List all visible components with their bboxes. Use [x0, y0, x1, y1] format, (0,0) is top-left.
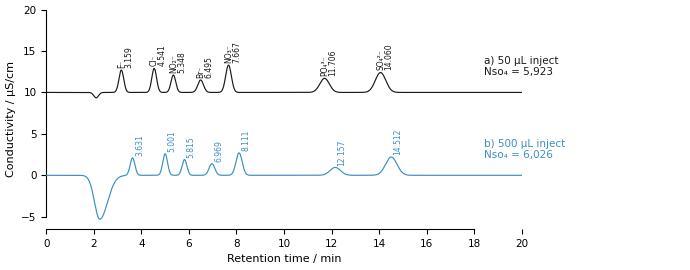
- Text: 5.348: 5.348: [177, 51, 186, 73]
- Text: 6.495: 6.495: [204, 56, 213, 78]
- Text: 11.706: 11.706: [328, 50, 337, 76]
- Text: F⁻: F⁻: [117, 59, 126, 68]
- Text: 6.969: 6.969: [215, 140, 224, 162]
- Text: NO₃⁻: NO₃⁻: [224, 44, 233, 63]
- Text: Cl⁻: Cl⁻: [150, 55, 159, 66]
- Text: 3.631: 3.631: [135, 134, 144, 156]
- Text: Nso₄ = 6,026: Nso₄ = 6,026: [484, 150, 553, 160]
- Text: b) 500 μL inject: b) 500 μL inject: [484, 139, 565, 149]
- Text: 4.541: 4.541: [158, 45, 167, 66]
- Text: a) 50 μL inject: a) 50 μL inject: [484, 56, 558, 66]
- Text: Nso₄ = 5,923: Nso₄ = 5,923: [484, 67, 553, 77]
- Text: Br⁻: Br⁻: [196, 65, 205, 77]
- Text: NO₂⁻: NO₂⁻: [169, 54, 178, 73]
- X-axis label: Retention time / min: Retention time / min: [227, 254, 342, 264]
- Text: 3.159: 3.159: [125, 46, 134, 68]
- Text: PO₄³⁻: PO₄³⁻: [320, 55, 329, 76]
- Text: 12.157: 12.157: [337, 139, 346, 166]
- Y-axis label: Conductivity / μS/cm: Conductivity / μS/cm: [6, 61, 16, 177]
- Text: 14.512: 14.512: [394, 129, 403, 156]
- Text: 7.667: 7.667: [232, 41, 241, 63]
- Text: 5.001: 5.001: [168, 130, 177, 152]
- Text: 8.111: 8.111: [241, 130, 250, 151]
- Text: SO₄²⁻: SO₄²⁻: [376, 49, 385, 70]
- Text: 14.060: 14.060: [384, 44, 393, 70]
- Text: 5.815: 5.815: [187, 136, 196, 158]
